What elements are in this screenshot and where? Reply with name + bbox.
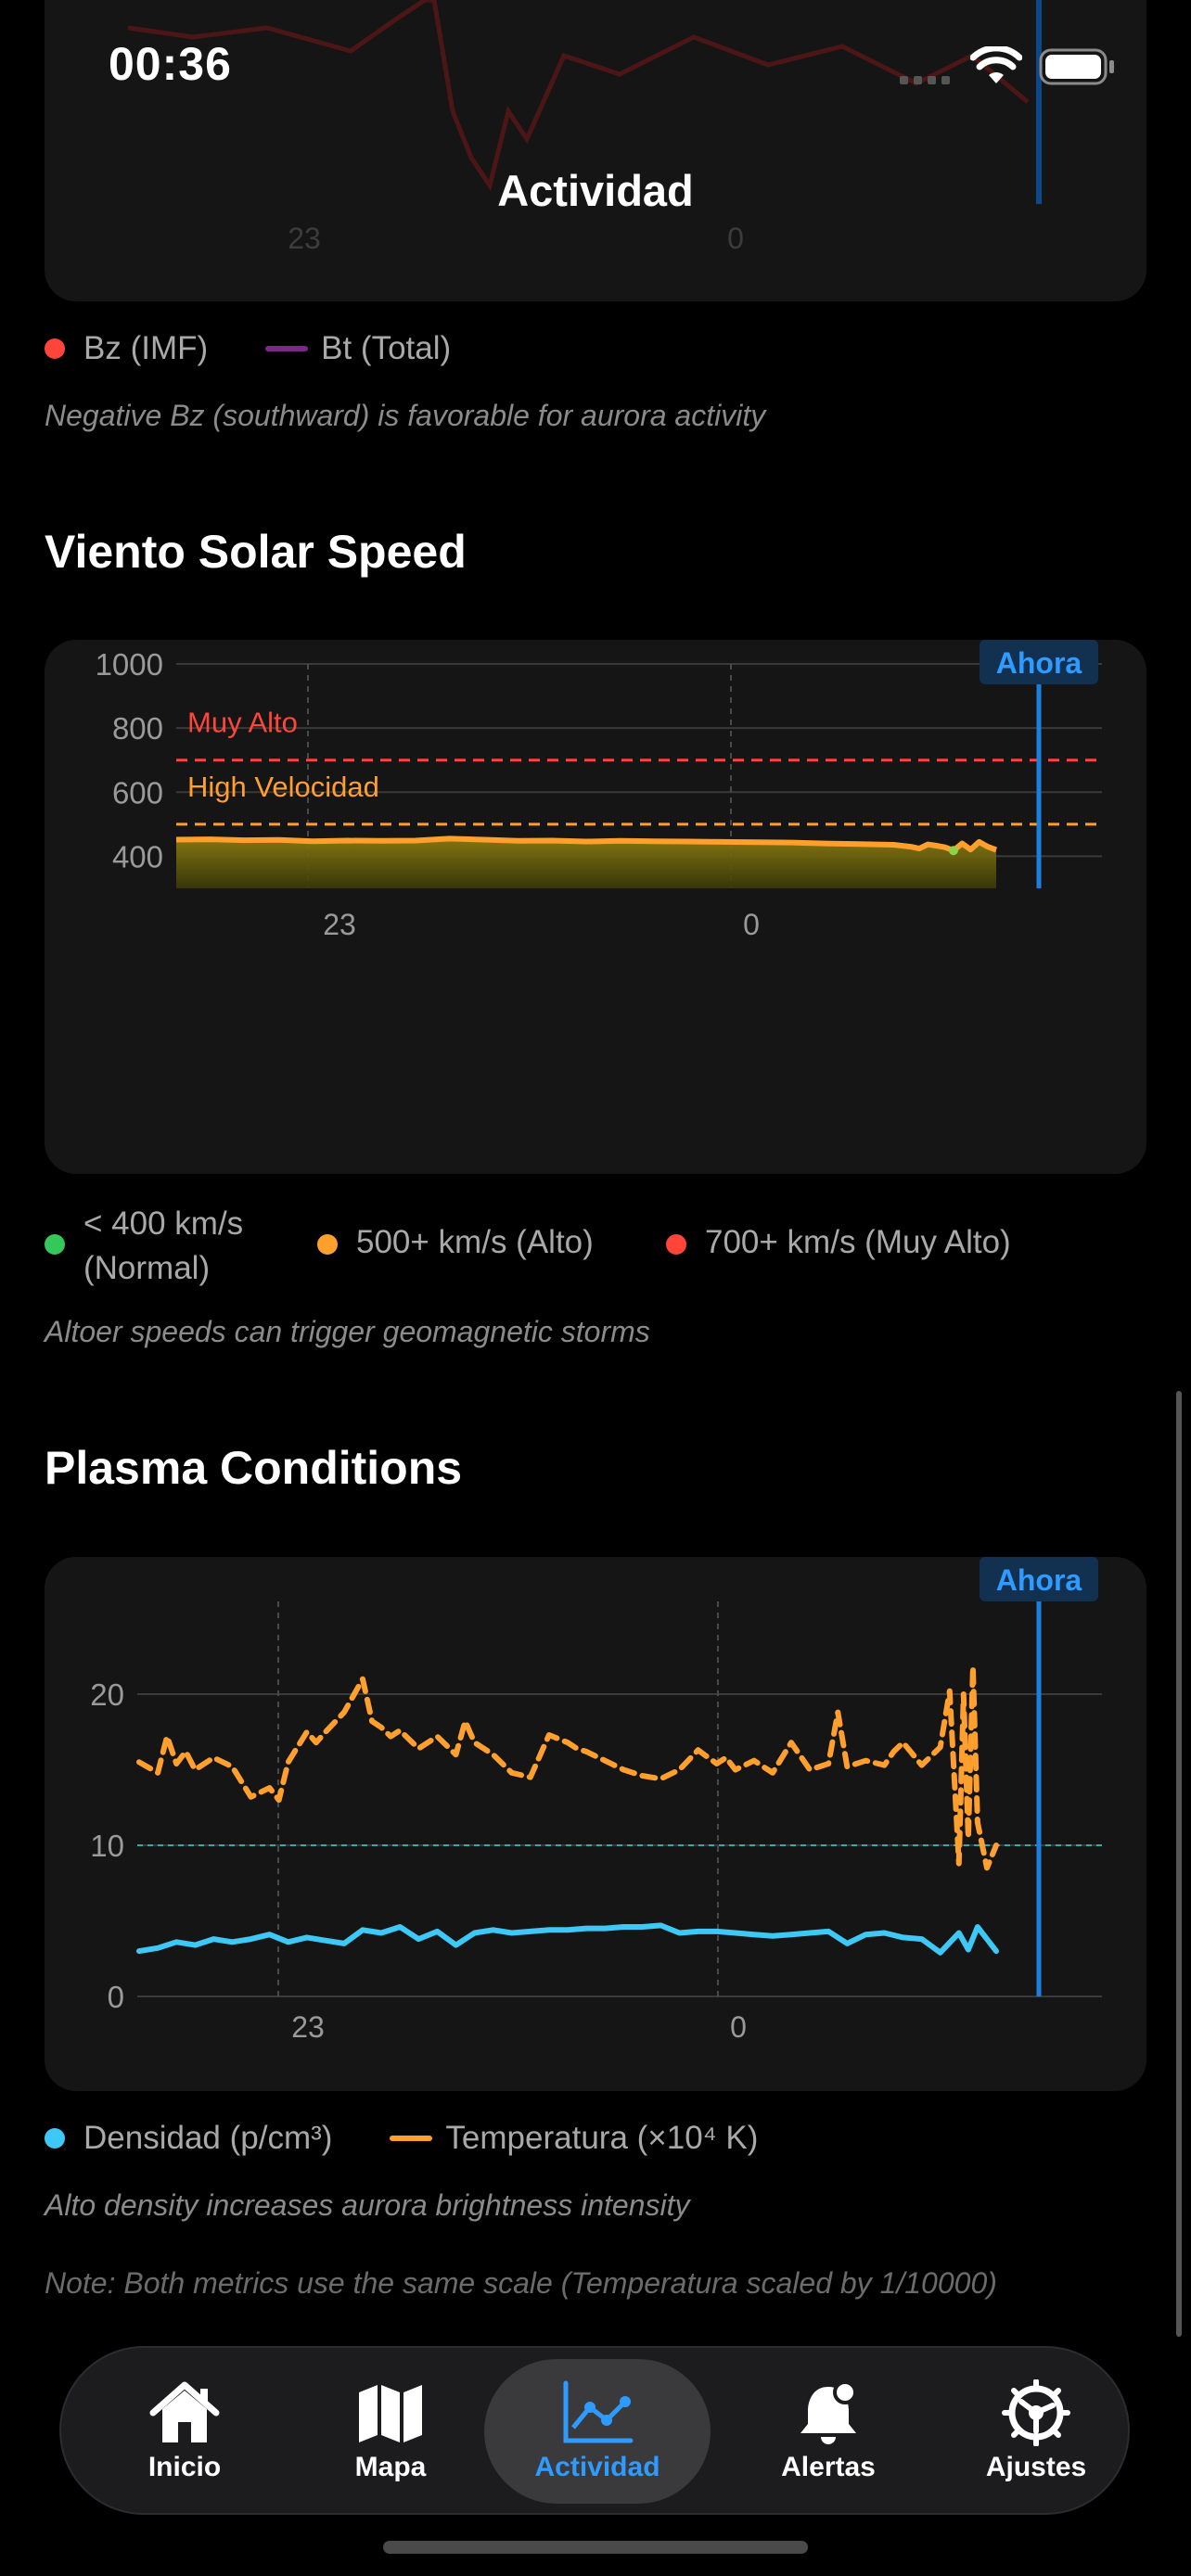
y-tick-label: 400 — [112, 839, 163, 874]
tab-actividad[interactable]: Actividad — [484, 2359, 711, 2504]
magnetic-caption: Negative Bz (southward) is favorable for… — [45, 399, 766, 432]
tab-alertas[interactable]: Alertas — [722, 2359, 935, 2504]
x-tick-label: 23 — [288, 222, 321, 255]
plasma-caption: Alto density increases aurora brightness… — [45, 2188, 690, 2222]
speed-low-point — [948, 846, 958, 856]
solar-wind-title: Viento Solar Speed — [45, 526, 467, 578]
now-badge — [980, 640, 1098, 684]
y-tick-label: 20 — [90, 1677, 124, 1712]
very-high-speed-legend-swatch — [666, 1234, 686, 1255]
now-badge-label: Ahora — [996, 646, 1082, 680]
density-legend-swatch — [45, 2128, 65, 2149]
house-icon — [149, 2381, 220, 2442]
tab-ajustes[interactable]: Ajustes — [929, 2359, 1143, 2504]
bz-legend-label: Bz (IMF) — [83, 330, 209, 366]
tab-ajustes-label: Ajustes — [985, 2452, 1087, 2482]
temperature-legend-swatch — [390, 2136, 433, 2141]
wifi-icon — [969, 45, 1023, 92]
y-tick-label: 600 — [112, 775, 163, 810]
cellular-signal-icon — [900, 72, 955, 90]
magnetic-field-chart: 23 0 — [127, 0, 1042, 255]
bt-legend-label: Bt (Total) — [321, 330, 452, 366]
tab-mapa[interactable]: Mapa — [284, 2359, 497, 2504]
plasma-chart-card: 0 10 20 23 0 Ahora — [45, 1557, 1146, 2091]
chart-icon — [563, 2380, 634, 2443]
normal-speed-legend-label: < 400 km/s — [83, 1205, 244, 1242]
tab-alertas-label: Alertas — [781, 2452, 876, 2482]
y-tick-label: 1000 — [96, 647, 163, 682]
tab-bar: Inicio Mapa Actividad Alertas — [59, 2346, 1130, 2515]
normal-speed-legend-swatch — [45, 1234, 65, 1255]
plasma-note: Note: Both metrics use the same scale (T… — [45, 2266, 997, 2300]
map-icon — [359, 2385, 422, 2442]
bz-series-line — [127, 0, 1030, 192]
x-tick-label: 23 — [323, 908, 356, 941]
home-indicator — [383, 2541, 808, 2554]
x-tick-label: 0 — [743, 908, 760, 941]
gear-icon — [1002, 2379, 1070, 2446]
tab-mapa-label: Mapa — [354, 2452, 427, 2482]
tab-actividad-label: Actividad — [534, 2452, 660, 2482]
speed-area — [176, 838, 996, 888]
high-speed-legend-label: 500+ km/s (Alto) — [356, 1224, 594, 1260]
threshold-label: High Velocidad — [187, 771, 379, 803]
plasma-legend: Densidad (p/cm³) Temperatura (×10⁴ K) — [45, 2120, 758, 2157]
bell-icon — [800, 2380, 857, 2444]
tab-inicio[interactable]: Inicio — [78, 2359, 291, 2504]
now-badge-label: Ahora — [996, 1563, 1082, 1597]
plasma-chart: 0 10 20 23 0 Ahora — [90, 1557, 1102, 2044]
now-badge — [980, 1557, 1098, 1601]
normal-speed-legend-sublabel: (Normal) — [83, 1250, 211, 1286]
bt-legend-swatch — [265, 346, 309, 351]
y-tick-label: 10 — [90, 1829, 124, 1863]
threshold-label: Muy Alto — [187, 707, 298, 739]
x-tick-label: 23 — [291, 2010, 325, 2044]
page-title: Actividad — [497, 166, 694, 215]
solar-wind-caption: Altoer speeds can trigger geomagnetic st… — [45, 1315, 650, 1348]
very-high-speed-legend-label: 700+ km/s (Muy Alto) — [705, 1224, 1011, 1260]
x-tick-label: 0 — [727, 222, 744, 255]
magnetic-legend: Bz (IMF) Bt (Total) — [45, 330, 451, 367]
temperature-series-line — [136, 1664, 999, 1871]
plasma-title: Plasma Conditions — [45, 1442, 463, 1494]
tab-inicio-label: Inicio — [147, 2452, 222, 2482]
battery-icon — [1039, 48, 1117, 90]
solar-wind-chart: 400 600 800 1000 23 0 Muy Alto High Velocidad A… — [96, 640, 1102, 941]
magnetic-field-chart-card: 23 0 — [45, 0, 1146, 301]
scrollbar[interactable] — [1176, 1391, 1182, 2337]
density-series-line — [136, 1922, 999, 1956]
bz-legend-swatch — [45, 338, 65, 359]
density-legend-label: Densidad (p/cm³) — [83, 2120, 333, 2156]
y-tick-label: 800 — [112, 711, 163, 746]
temperature-legend-label: Temperatura (×10⁴ K) — [445, 2120, 759, 2156]
solar-wind-legend: < 400 km/s (Normal) 500+ km/s (Alto) 700… — [45, 1202, 1146, 1294]
high-speed-legend-swatch — [317, 1234, 338, 1255]
x-tick-label: 0 — [730, 2010, 747, 2044]
status-time: 00:36 — [109, 38, 232, 90]
y-tick-label: 0 — [108, 1980, 124, 2014]
solar-wind-chart-card: 400 600 800 1000 23 0 Muy Alto High Velocidad A… — [45, 640, 1146, 1174]
